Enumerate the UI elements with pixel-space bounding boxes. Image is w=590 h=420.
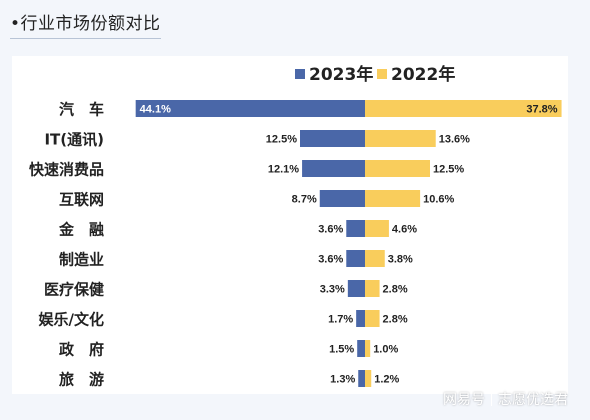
data-label-2022: 3.8% — [388, 254, 413, 266]
data-label-2022: 10.6% — [423, 194, 454, 206]
data-label-2022: 4.6% — [392, 224, 417, 236]
data-label-2022: 1.0% — [373, 344, 398, 356]
data-label-2023: 44.1% — [140, 104, 171, 116]
bar-2022 — [365, 190, 421, 207]
data-label-2023: 3.3% — [320, 284, 345, 296]
bar-2022 — [365, 100, 562, 117]
data-label-2023: 1.7% — [328, 314, 353, 326]
data-label-2022: 12.5% — [433, 164, 464, 176]
category-label: IT(通讯) — [44, 131, 104, 149]
data-label-2023: 12.5% — [266, 134, 297, 146]
data-label-2023: 8.7% — [292, 194, 317, 206]
bar-2022 — [365, 280, 380, 297]
data-label-2022: 13.6% — [439, 134, 470, 146]
data-label-2022: 2.8% — [383, 314, 408, 326]
watermark-divider — [491, 392, 492, 406]
bar-2022 — [365, 250, 385, 267]
legend-swatch-2023 — [295, 69, 305, 79]
data-label-2023: 12.1% — [268, 164, 299, 176]
category-label: 互联网 — [59, 191, 104, 209]
bar-2022 — [365, 370, 372, 387]
bar-2022 — [365, 310, 380, 327]
bar-2023 — [358, 370, 365, 387]
watermark: 网易号 志愿优选君 — [443, 389, 568, 409]
bar-2023 — [135, 100, 365, 117]
data-label-2023: 1.3% — [330, 374, 355, 386]
data-label-2023: 1.5% — [329, 344, 354, 356]
data-label-2023: 3.6% — [318, 224, 343, 236]
page-title: •行业市场份额对比 — [10, 9, 161, 39]
legend-label-2022: 2022年 — [391, 64, 455, 85]
category-label: 医疗保健 — [44, 281, 104, 299]
data-label-2022: 1.2% — [374, 374, 399, 386]
category-label: 制造业 — [59, 251, 104, 269]
bar-2022 — [365, 160, 430, 177]
bar-2023 — [347, 280, 365, 297]
bar-2023 — [346, 220, 365, 237]
bar-2023 — [319, 190, 365, 207]
data-label-2023: 3.6% — [318, 254, 343, 266]
watermark-platform: 网易号 — [443, 392, 485, 408]
bar-2023 — [356, 310, 365, 327]
category-label: 汽 车 — [59, 101, 104, 119]
category-label: 旅 游 — [59, 371, 104, 389]
bar-2023 — [300, 130, 365, 147]
category-label: 快速消费品 — [29, 161, 104, 179]
watermark-author: 志愿优选君 — [498, 392, 568, 408]
bar-2023 — [302, 160, 365, 177]
chart-panel: 2023年 2022年汽 车 44.1% 37.8% IT(通讯) 12.5% 13.6% 快… — [12, 56, 568, 394]
data-label-2022: 37.8% — [526, 104, 557, 116]
category-label: 政 府 — [59, 341, 104, 359]
bar-2022 — [365, 220, 389, 237]
legend-swatch-2022 — [377, 69, 387, 79]
bar-2023 — [357, 340, 365, 357]
legend-label-2023: 2023年 — [309, 64, 373, 85]
category-label: 娱乐/文化 — [39, 311, 104, 329]
data-label-2022: 2.8% — [383, 284, 408, 296]
bar-2022 — [365, 130, 436, 147]
category-label: 金 融 — [58, 221, 104, 239]
bar-2022 — [365, 340, 371, 357]
bar-2023 — [346, 250, 365, 267]
